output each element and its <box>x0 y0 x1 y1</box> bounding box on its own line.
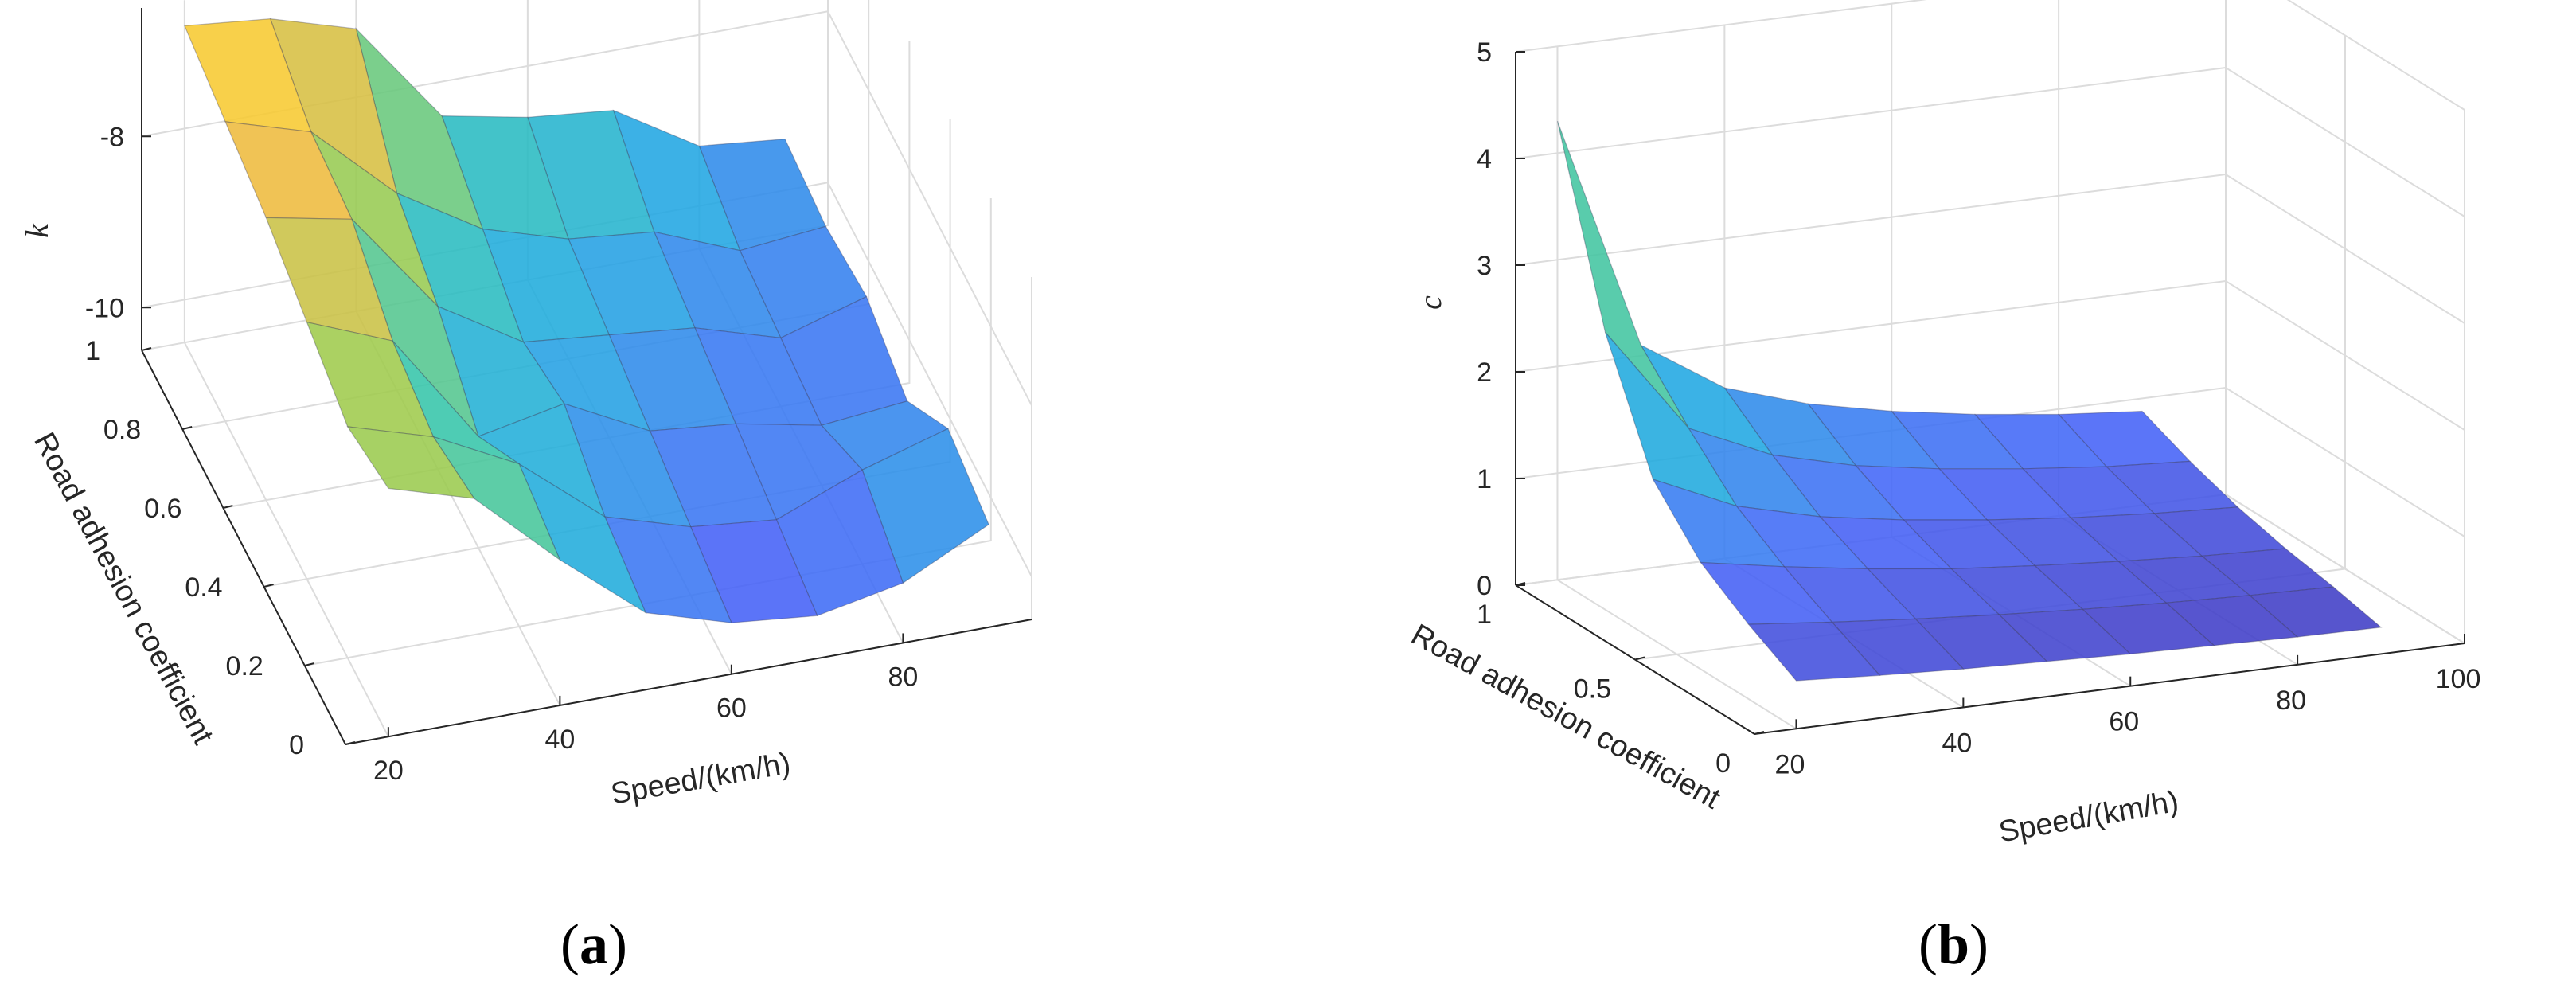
y-tick-label: 0 <box>1715 748 1731 779</box>
axes <box>141 8 1032 745</box>
surface-face <box>1700 561 1833 625</box>
surface-face <box>1604 331 1738 507</box>
surface <box>1556 120 2383 682</box>
tick-labels: 20 40 60 80 0 0.2 0.4 0.6 0.8 1 -10 -8 <box>85 122 918 786</box>
y-tick-mark <box>1754 731 1765 735</box>
y-tick-label: 1 <box>1477 600 1492 630</box>
y-tick-mark <box>223 505 233 509</box>
z-tick-label: 3 <box>1477 251 1492 281</box>
surface-face <box>396 192 525 343</box>
x-tick-label: 80 <box>2276 686 2306 716</box>
x-tick-label: 60 <box>716 693 747 724</box>
z-tick-label: 0 <box>1477 571 1492 601</box>
surface-face <box>1747 621 1881 682</box>
y-tick-mark <box>263 584 274 588</box>
y-tick-mark <box>1634 656 1645 661</box>
y-tick-mark <box>345 741 356 745</box>
surface-face <box>355 27 484 230</box>
surface-face <box>2164 595 2299 646</box>
y-axis-label: Road adhesion coefficient <box>1406 618 1727 816</box>
surface-face <box>224 121 353 220</box>
caption-b-letter: b <box>1938 912 1969 976</box>
x-axis-line <box>345 619 1032 745</box>
y-axis-line <box>141 350 346 745</box>
grid-line-z <box>1515 66 2465 217</box>
surface-face <box>431 436 561 561</box>
x-tick-label: 100 <box>2436 664 2481 694</box>
z-tick-label: -10 <box>85 293 124 323</box>
x-axis-label: Speed/(km/h) <box>608 747 793 811</box>
y-tick-label: 0.2 <box>226 651 263 682</box>
z-axis-label: c <box>1412 295 1448 310</box>
caption-b-close: ) <box>1969 912 1989 976</box>
y-tick-label: 0.8 <box>103 415 141 445</box>
y-tick-mark <box>181 426 193 430</box>
surface-chart-a: 20 40 60 80 0 0.2 0.4 0.6 0.8 1 -10 -8 Speed/(km/h)… <box>19 0 1032 976</box>
surface-face <box>346 426 475 499</box>
surface-face <box>392 340 520 465</box>
z-tick-label: 4 <box>1477 144 1492 174</box>
grid-line-z <box>1515 173 2465 324</box>
surface <box>184 18 989 623</box>
y-tick-label: 0.5 <box>1574 674 1611 705</box>
y-tick-label: 0 <box>289 730 304 760</box>
z-tick-label: 5 <box>1477 37 1492 68</box>
x-tick-label: 40 <box>1942 728 1972 758</box>
y-tick-label: 0.6 <box>144 494 181 524</box>
z-tick-label: 1 <box>1477 464 1492 494</box>
y-tick-label: 0.4 <box>185 572 222 603</box>
y-tick-label: 1 <box>85 336 100 366</box>
grid-line-y <box>304 198 992 666</box>
z-axis-label: k <box>19 223 55 238</box>
y-tick-mark <box>304 662 315 666</box>
y-tick-mark <box>141 347 152 351</box>
surface-face <box>306 321 435 438</box>
x-axis-label: Speed/(km/h) <box>1996 785 2181 850</box>
x-tick-label: 40 <box>544 725 575 755</box>
caption-a-letter: a <box>580 912 608 976</box>
x-tick-label: 80 <box>888 662 918 692</box>
x-tick-label: 60 <box>2109 707 2139 737</box>
surface-face <box>1997 608 2132 662</box>
surface-face <box>527 109 655 240</box>
z-tick-label: 2 <box>1477 357 1492 388</box>
caption-a-close: ) <box>608 912 627 976</box>
x-tick-label: 20 <box>373 756 404 786</box>
grid-line-z <box>1515 0 2465 111</box>
caption-b: ( <box>1918 912 1938 976</box>
axes <box>1515 51 2465 735</box>
caption-a: ( <box>560 912 580 976</box>
z-tick-label: -8 <box>100 122 124 152</box>
x-axis-line <box>1754 643 2465 735</box>
x-tick-label: 20 <box>1775 749 1805 779</box>
surface-face <box>2081 602 2215 655</box>
